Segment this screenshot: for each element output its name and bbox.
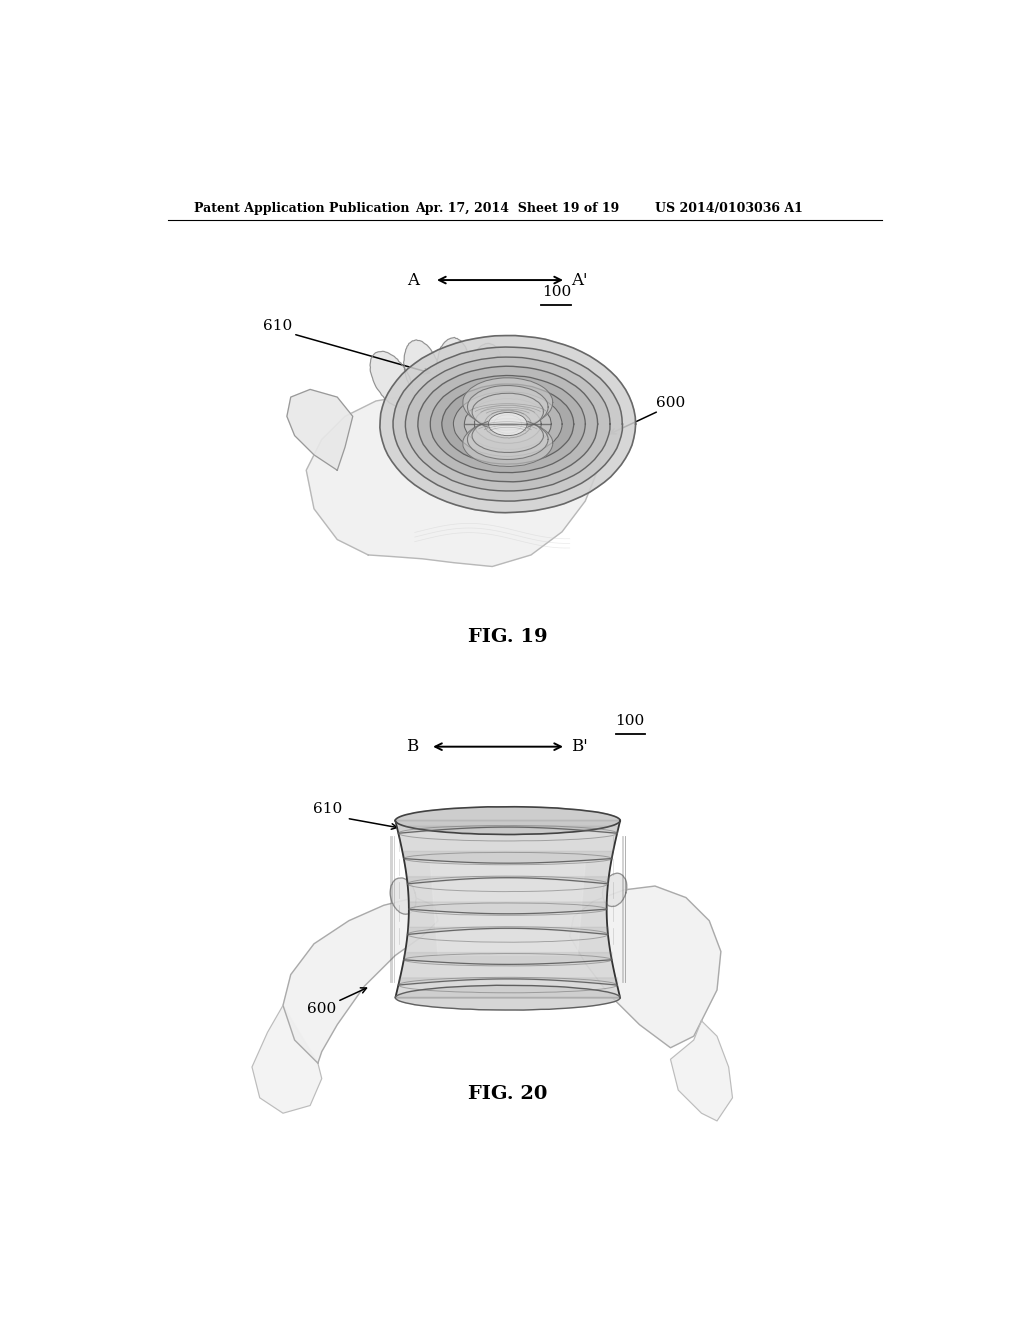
Polygon shape	[463, 420, 553, 466]
Polygon shape	[283, 898, 438, 1063]
Polygon shape	[472, 393, 544, 430]
Text: US 2014/0103036 A1: US 2014/0103036 A1	[655, 202, 803, 215]
Text: 600: 600	[656, 396, 685, 411]
Text: FIG. 20: FIG. 20	[468, 1085, 548, 1104]
Text: B': B'	[571, 738, 588, 755]
Polygon shape	[569, 886, 721, 1048]
Text: 100: 100	[542, 285, 571, 298]
Polygon shape	[602, 873, 627, 907]
Polygon shape	[395, 985, 621, 1010]
Text: Patent Application Publication: Patent Application Publication	[194, 202, 410, 215]
Polygon shape	[463, 378, 553, 428]
Text: A: A	[407, 272, 419, 289]
Polygon shape	[467, 343, 503, 405]
Polygon shape	[494, 414, 521, 433]
Polygon shape	[252, 1006, 322, 1113]
Polygon shape	[472, 418, 544, 453]
Text: FIG. 19: FIG. 19	[468, 628, 548, 647]
Polygon shape	[395, 807, 621, 834]
Polygon shape	[370, 351, 413, 408]
Polygon shape	[541, 384, 577, 441]
Text: Apr. 17, 2014  Sheet 19 of 19: Apr. 17, 2014 Sheet 19 of 19	[415, 202, 618, 215]
Polygon shape	[671, 1020, 732, 1121]
Polygon shape	[441, 384, 573, 465]
Text: 610: 610	[263, 319, 292, 333]
Polygon shape	[467, 420, 548, 459]
Text: B: B	[407, 738, 419, 755]
Polygon shape	[464, 399, 551, 450]
Polygon shape	[406, 358, 610, 491]
Polygon shape	[558, 418, 594, 467]
Polygon shape	[430, 375, 586, 473]
Polygon shape	[380, 335, 636, 512]
Text: 600: 600	[307, 1002, 336, 1016]
Text: 610: 610	[312, 803, 342, 816]
Polygon shape	[484, 411, 531, 438]
Polygon shape	[390, 878, 416, 915]
Polygon shape	[306, 392, 601, 566]
Polygon shape	[436, 338, 471, 403]
Text: 100: 100	[615, 714, 645, 729]
Polygon shape	[287, 389, 352, 470]
Polygon shape	[403, 339, 441, 403]
Polygon shape	[393, 347, 623, 502]
Polygon shape	[454, 392, 562, 457]
Polygon shape	[467, 385, 548, 429]
Polygon shape	[395, 821, 621, 998]
Polygon shape	[474, 405, 542, 444]
Text: A': A'	[571, 272, 588, 289]
Polygon shape	[418, 366, 598, 482]
Polygon shape	[430, 863, 586, 956]
Polygon shape	[488, 412, 527, 436]
